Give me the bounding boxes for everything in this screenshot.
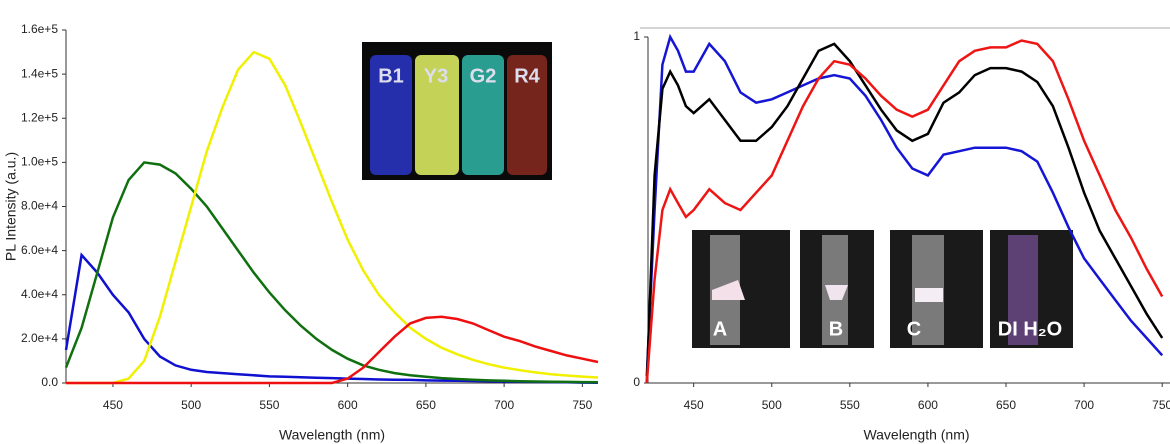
x-tick-label: 650 <box>996 398 1016 412</box>
x-tick-label: 750 <box>1152 398 1170 412</box>
inset-label: B1 <box>378 65 404 87</box>
y-tick-label: 4.0e+4 <box>21 287 58 301</box>
y-tick-label: 1.6e+5 <box>21 22 58 36</box>
y-tick-label: 6.0e+4 <box>21 243 58 257</box>
y-axis-title: PL Intensity (a.u.) <box>3 152 19 261</box>
inset-label: DI H₂O <box>998 318 1062 340</box>
y-tick-label: 8.0e+4 <box>21 199 58 213</box>
series-line <box>66 315 599 385</box>
series-line <box>64 161 599 384</box>
y-tick-label: 0.0 <box>41 375 58 389</box>
x-tick-label: 600 <box>338 398 358 412</box>
x-tick-label: 500 <box>762 398 782 412</box>
inset-label: C <box>907 318 921 340</box>
x-tick-label: 450 <box>684 398 704 412</box>
y-tick-label: 1.0e+5 <box>21 155 58 169</box>
series-line <box>64 252 599 385</box>
x-tick-label: 550 <box>259 398 279 412</box>
inset-label: R4 <box>514 65 540 87</box>
series-line <box>645 42 1164 384</box>
y-tick-label: 1 <box>633 29 640 43</box>
series-line <box>645 33 1164 377</box>
inset-label: A <box>713 318 727 340</box>
x-tick-label: 650 <box>416 398 436 412</box>
x-tick-label: 550 <box>840 398 860 412</box>
x-tick-label: 450 <box>103 398 123 412</box>
x-axis-title: Wavelength (nm) <box>863 427 969 443</box>
x-tick-label: 700 <box>1074 398 1094 412</box>
y-tick-label: 1.4e+5 <box>21 66 58 80</box>
series-line <box>645 39 1164 384</box>
x-tick-label: 500 <box>181 398 201 412</box>
x-tick-label: 600 <box>918 398 938 412</box>
y-tick-label: 0 <box>633 375 640 389</box>
inset-label: G2 <box>470 65 497 87</box>
x-axis-title: Wavelength (nm) <box>279 427 385 443</box>
inset-label: Y3 <box>424 65 448 87</box>
x-tick-label: 700 <box>494 398 514 412</box>
inset-label: B <box>829 318 843 340</box>
x-tick-label: 750 <box>572 398 592 412</box>
series-line <box>66 50 599 385</box>
inset-photo <box>362 42 552 180</box>
y-tick-label: 2.0e+4 <box>21 331 58 345</box>
y-tick-label: 1.2e+5 <box>21 110 58 124</box>
inset-photo <box>692 230 1073 348</box>
